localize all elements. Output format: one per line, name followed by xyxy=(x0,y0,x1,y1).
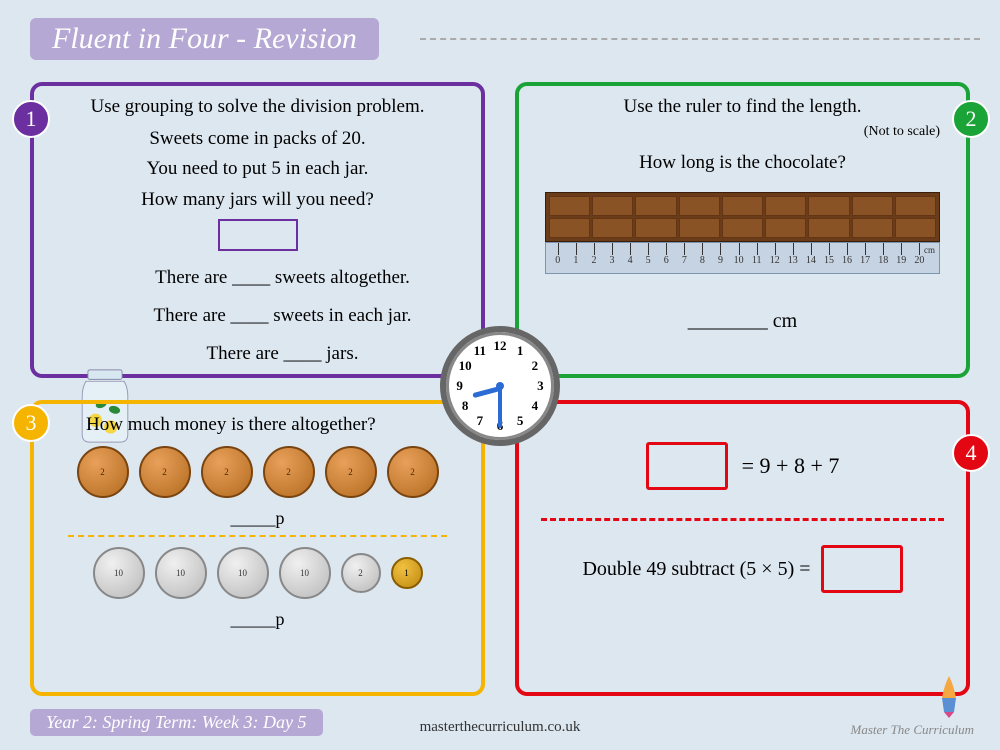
coin-2p: 2 xyxy=(325,446,377,498)
pencil-icon xyxy=(934,674,964,718)
chocolate-icon xyxy=(545,192,940,242)
panel3-instruction: How much money is there altogether? xyxy=(48,414,467,436)
panel1-fills: There are ____ sweets altogether. There … xyxy=(98,259,467,373)
panel2-answer[interactable]: ________ cm xyxy=(533,310,952,333)
panel-calc: = 9 + 8 + 7 Double 49 subtract (5 × 5) = xyxy=(515,400,970,696)
badge-3: 3 xyxy=(12,404,50,442)
panel1-instruction: Use grouping to solve the division probl… xyxy=(48,96,467,118)
page-title: Fluent in Four - Revision xyxy=(30,18,379,60)
panel2-instruction: Use the ruler to find the length. xyxy=(533,96,952,118)
coin-10p: 10 xyxy=(155,547,207,599)
coin-2p: 2 xyxy=(263,446,315,498)
panel3-ans1[interactable]: _____p xyxy=(48,508,467,529)
answer-box[interactable] xyxy=(218,219,298,251)
ruler-icon: 01234567891011121314151617181920 cm xyxy=(545,242,940,274)
coin-row-1: 222222 xyxy=(48,446,467,498)
divider xyxy=(541,518,944,521)
coin-10p: 10 xyxy=(279,547,331,599)
badge-4: 4 xyxy=(952,434,990,472)
panel-ruler: Use the ruler to find the length. (Not t… xyxy=(515,82,970,378)
footer-brand: Master The Curriculum xyxy=(851,722,975,738)
coin-10p: 10 xyxy=(93,547,145,599)
panel-division: Use grouping to solve the division probl… xyxy=(30,82,485,378)
coin-2p: 2 xyxy=(201,446,253,498)
panel3-ans2[interactable]: _____p xyxy=(48,609,467,630)
equation-2: Double 49 subtract (5 × 5) = xyxy=(533,545,952,593)
badge-2: 2 xyxy=(952,100,990,138)
badge-1: 1 xyxy=(12,100,50,138)
divider xyxy=(68,535,447,537)
coin-2p: 2 xyxy=(387,446,439,498)
coin-2p: 2 xyxy=(139,446,191,498)
coin-1p: 1 xyxy=(391,557,423,589)
equation-1: = 9 + 8 + 7 xyxy=(533,442,952,490)
answer-box[interactable] xyxy=(646,442,728,490)
footer-term: Year 2: Spring Term: Week 3: Day 5 xyxy=(30,709,323,736)
clock-icon: 123456789101112 xyxy=(440,326,560,446)
coin-2p: 2 xyxy=(77,446,129,498)
title-rule xyxy=(420,38,980,40)
panel2-question: How long is the chocolate? xyxy=(533,148,952,178)
coin-2p-silver: 2 xyxy=(341,553,381,593)
coin-10p: 10 xyxy=(217,547,269,599)
coin-row-2: 1010101021 xyxy=(48,547,467,599)
answer-box[interactable] xyxy=(821,545,903,593)
panel1-body: Sweets come in packs of 20. You need to … xyxy=(48,124,467,251)
panel2-note: (Not to scale) xyxy=(533,124,940,140)
footer-url: masterthecurriculum.co.uk xyxy=(420,719,581,736)
panel-money: How much money is there altogether? 2222… xyxy=(30,400,485,696)
